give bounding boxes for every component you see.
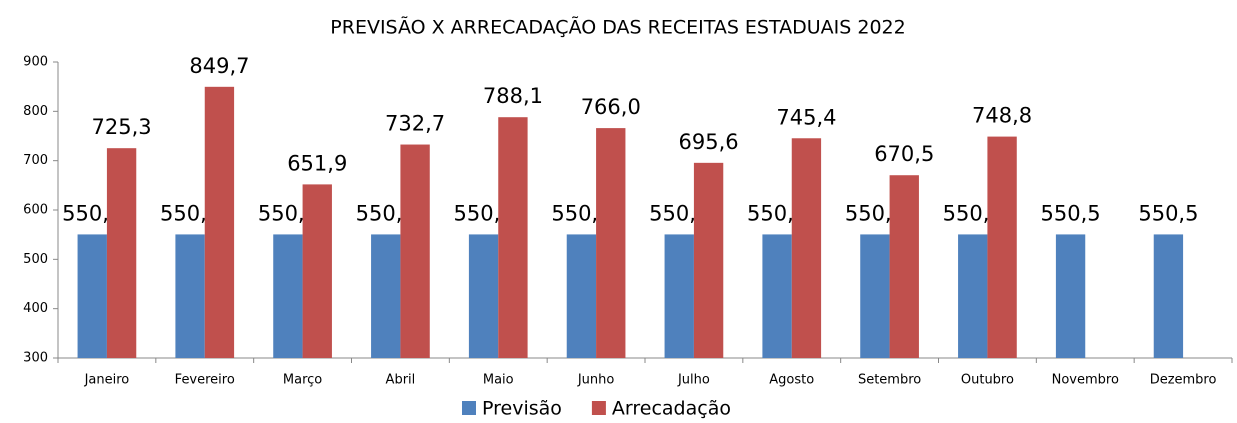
y-tick-label: 800	[23, 104, 48, 119]
bar	[175, 234, 205, 358]
legend-swatch	[462, 401, 476, 415]
value-label: 670,5	[874, 142, 934, 166]
x-tick-label: Novembro	[1052, 373, 1119, 388]
bar	[958, 234, 988, 358]
bar	[664, 234, 694, 358]
x-tick-label: Abril	[386, 373, 416, 388]
y-tick-label: 700	[23, 153, 48, 168]
bar	[77, 234, 107, 358]
bar	[1153, 234, 1184, 358]
y-tick-label: 300	[23, 351, 48, 366]
x-tick-label: Setembro	[858, 373, 921, 388]
value-label: 766,0	[581, 95, 641, 119]
bar	[204, 86, 235, 358]
bar	[791, 138, 822, 358]
bar	[302, 184, 332, 358]
x-tick-label: Dezembro	[1150, 373, 1217, 388]
value-label: 550,5	[1138, 201, 1198, 225]
y-tick-label: 600	[23, 203, 48, 218]
bar	[987, 136, 1017, 358]
bar	[596, 128, 626, 358]
legend-label: Previsão	[482, 398, 562, 420]
bar	[889, 175, 919, 358]
y-tick-label: 500	[23, 252, 48, 267]
value-label: 651,9	[287, 151, 347, 175]
bar	[106, 148, 137, 358]
y-tick-label: 900	[23, 55, 48, 70]
value-label: 748,8	[972, 104, 1032, 128]
x-tick-label: Julho	[677, 373, 710, 388]
value-label: 732,7	[385, 112, 445, 136]
bar	[566, 234, 597, 358]
value-label: 745,4	[776, 105, 836, 129]
x-tick-label: Março	[283, 373, 322, 388]
legend-label: Arrecadação	[612, 398, 731, 420]
bar	[468, 234, 499, 358]
chart-title: PREVISÃO X ARRECADAÇÃO DAS RECEITAS ESTA…	[330, 16, 905, 39]
bar	[400, 144, 430, 358]
value-label: 725,3	[92, 115, 152, 139]
legend-swatch	[591, 401, 606, 415]
bar	[273, 234, 303, 358]
x-tick-label: Janeiro	[84, 373, 130, 388]
x-tick-label: Junho	[577, 373, 615, 388]
bar	[762, 234, 792, 358]
x-tick-label: Maio	[483, 373, 514, 388]
value-label: 788,1	[483, 84, 543, 108]
bar	[498, 117, 528, 358]
bar	[371, 234, 401, 358]
x-tick-label: Outubro	[961, 373, 1014, 388]
value-label: 849,7	[189, 54, 249, 78]
bar	[1055, 234, 1086, 358]
x-tick-label: Fevereiro	[175, 373, 235, 388]
y-tick-label: 400	[23, 301, 48, 316]
bar	[860, 234, 890, 358]
value-label: 550,5	[1041, 201, 1101, 225]
bar	[693, 162, 724, 358]
value-label: 695,6	[679, 130, 739, 154]
x-tick-label: Agosto	[769, 373, 814, 388]
